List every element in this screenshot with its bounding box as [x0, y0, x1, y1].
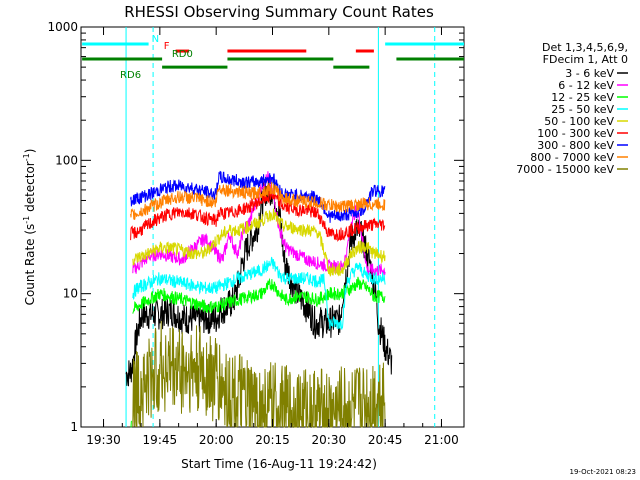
- series-group: [125, 170, 393, 428]
- legend-label-6: 300 - 800 keV: [537, 139, 614, 152]
- legend-label-0: 3 - 6 keV: [565, 67, 614, 80]
- series-6: [130, 170, 386, 223]
- y-tick-label-3: 1000: [47, 20, 78, 34]
- legend-label-8: 7000 - 15000 keV: [516, 163, 614, 176]
- x-tick-label-3: 20:15: [255, 433, 290, 447]
- flag-label-2: RD0: [172, 49, 193, 60]
- x-tick-label-0: 19:30: [86, 433, 121, 447]
- series-4: [132, 208, 386, 277]
- flag-label-1: F: [164, 41, 170, 52]
- legend-label-5: 100 - 300 keV: [537, 127, 614, 140]
- legend-header-1: FDecim 1, Att 0: [543, 53, 628, 66]
- timestamp: 19-Oct-2021 08:23: [570, 468, 636, 476]
- series-8: [132, 320, 386, 428]
- legend: Det 1,3,4,5,6,9,FDecim 1, Att 03 - 6 keV…: [516, 41, 628, 176]
- y-tick-label-0: 1: [70, 420, 78, 434]
- x-tick-label-6: 21:00: [424, 433, 459, 447]
- series-5: [130, 189, 386, 243]
- x-tick-label-2: 20:00: [199, 433, 234, 447]
- x-tick-label-4: 20:30: [312, 433, 347, 447]
- y-tick-label-1: 10: [63, 287, 78, 301]
- legend-label-1: 6 - 12 keV: [558, 79, 614, 92]
- legend-header-0: Det 1,3,4,5,6,9,: [542, 41, 628, 54]
- chart-title: RHESSI Observing Summary Count Rates: [124, 3, 434, 21]
- legend-label-2: 12 - 25 keV: [551, 91, 614, 104]
- series-2: [132, 276, 386, 314]
- y-axis: 1 10 100 1000: [47, 20, 464, 434]
- series-3: [132, 256, 386, 330]
- flag-label-3: RD6: [120, 70, 141, 81]
- series-7: [130, 182, 386, 220]
- x-axis: 19:30 19:45 20:00 20:15 20:30 20:45 21:00: [86, 27, 459, 447]
- legend-label-7: 800 - 7000 keV: [530, 151, 614, 164]
- legend-label-4: 50 - 100 keV: [544, 115, 614, 128]
- x-axis-label: Start Time (16-Aug-11 19:24:42): [181, 457, 377, 471]
- x-tick-label-5: 20:45: [368, 433, 403, 447]
- flag-label-0: N: [152, 34, 159, 45]
- series-9: [130, 420, 132, 428]
- y-axis-label: Count Rate (s-1 detector-1): [22, 149, 37, 306]
- y-tick-label-2: 100: [55, 153, 78, 167]
- legend-label-3: 25 - 50 keV: [551, 103, 614, 116]
- x-tick-label-1: 19:45: [143, 433, 178, 447]
